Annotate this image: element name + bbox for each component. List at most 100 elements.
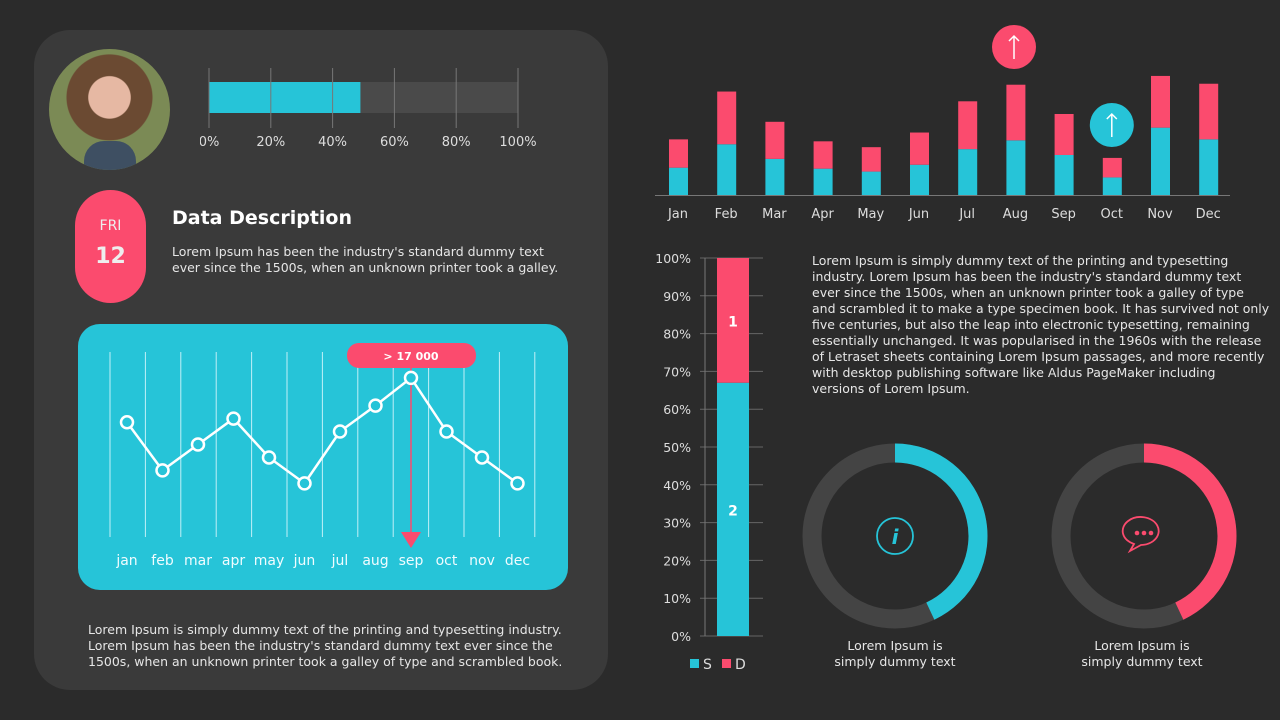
bar-segment [717, 144, 737, 195]
data-point [226, 411, 241, 426]
bar-segment [1199, 139, 1219, 195]
bar-segment [958, 101, 978, 150]
x-tick-label: Jul [958, 207, 975, 222]
progress-tick-label: 60% [380, 135, 409, 150]
caption-line: simply dummy text [834, 654, 956, 669]
progress-tick-label: 20% [256, 135, 285, 150]
data-point [190, 437, 206, 452]
info-icon [876, 517, 914, 555]
bar-segment [1054, 113, 1074, 155]
text-line: essentially unchanged. It was popularise… [812, 333, 1262, 348]
description-title: Data Description [172, 207, 352, 229]
data-point [155, 463, 170, 478]
chat-dot [1148, 530, 1154, 536]
chat-dot [1141, 530, 1147, 536]
text-line: 1500s, when an unknown printer took a ga… [88, 654, 563, 669]
chat-dot [1134, 530, 1140, 536]
progress-fill [209, 82, 361, 113]
info-icon-glyph: i [892, 525, 900, 549]
data-point [332, 424, 348, 439]
y-tick-label: 60% [663, 402, 691, 417]
text-line: versions of Lorem Ipsum. [812, 381, 970, 396]
text-line: industry. Lorem Ipsum has been the indus… [812, 269, 1242, 284]
date-day: FRI [99, 218, 122, 234]
paragraph-text: Lorem Ipsum is simply dummy text of the … [812, 253, 1269, 397]
bottom-text: Lorem Ipsum is simply dummy text of the … [88, 622, 562, 670]
caption-line: Lorem Ipsum is [1094, 638, 1190, 653]
x-tick-label: sep [399, 553, 424, 569]
y-tick-label: 0% [671, 629, 691, 644]
bar-segment [1006, 140, 1026, 195]
text-line: Lorem Ipsum has been the industry's stan… [88, 638, 553, 653]
donut-arc [894, 443, 988, 620]
data-point [297, 476, 312, 491]
bar-segment [861, 171, 881, 195]
x-tick-label: Jan [667, 207, 688, 222]
bar-segment [910, 164, 929, 195]
progress-tick-label: 0% [200, 135, 219, 150]
bar-segment [717, 382, 749, 636]
text-line: ever since the 1500s, when an unknown pr… [812, 285, 1244, 300]
bar-segment [765, 158, 785, 195]
x-tick-label: Jun [908, 207, 929, 222]
x-tick-label: Nov [1147, 207, 1173, 222]
bar-segment [717, 258, 749, 383]
date-number: 12 [95, 244, 126, 269]
progress-tick-label: 40% [318, 135, 347, 150]
y-tick-label: 70% [663, 364, 691, 379]
progress-chart: 0% 20% 40% 60% 80% 100% [200, 68, 537, 150]
x-tick-label: Aug [1003, 207, 1028, 222]
x-tick-label: Mar [762, 207, 787, 222]
progress-tick-label: 80% [442, 135, 471, 150]
y-tick-label: 100% [655, 251, 691, 266]
x-tick-label: Apr [811, 207, 834, 222]
text-line: Lorem Ipsum has been the industry's stan… [172, 244, 544, 259]
text-line: ever since the 1500s, when an unknown pr… [172, 260, 559, 275]
progress-tick-label: 100% [499, 135, 536, 150]
arrow-up-icon [1008, 34, 1020, 59]
segment-label: 1 [728, 314, 738, 330]
annotation-label: > 17 000 [383, 350, 438, 363]
x-tick-label: Dec [1196, 207, 1221, 222]
x-tick-label: apr [222, 553, 245, 569]
data-point [261, 450, 277, 465]
y-tick-label: 30% [663, 516, 691, 531]
bar-segment [765, 121, 785, 159]
x-tick-label: Oct [1101, 207, 1123, 222]
legend-label: D [735, 657, 746, 673]
bar-segment [861, 147, 881, 172]
y-tick-label: 10% [663, 591, 691, 606]
annotation-arrow-icon [401, 532, 421, 548]
y-tick-label: 50% [663, 440, 691, 455]
caption-line: simply dummy text [1081, 654, 1203, 669]
text-line: Lorem Ipsum is simply dummy text of the … [812, 253, 1229, 268]
bar-segment [813, 168, 833, 195]
text-line: with desktop publishing software like Al… [812, 365, 1216, 380]
date-badge: FRI 12 [75, 190, 146, 303]
bar-segment [813, 141, 833, 169]
x-tick-label: aug [362, 553, 388, 569]
bar-segment [1006, 84, 1026, 141]
x-tick-label: jul [331, 553, 349, 569]
x-tick-label: may [254, 553, 285, 569]
text-line: five centuries, but also the leap into e… [812, 317, 1250, 332]
bar-segment [669, 167, 688, 195]
text-line: and scrambled it to make a type specimen… [812, 301, 1270, 316]
x-tick-label: jan [115, 553, 137, 569]
x-tick-label: jun [293, 553, 316, 569]
profile-photo [49, 49, 170, 170]
data-point [510, 476, 525, 491]
y-tick-label: 90% [663, 289, 691, 304]
bar-segment [910, 132, 929, 165]
x-tick-label: mar [184, 553, 212, 569]
x-tick-label: feb [151, 553, 174, 569]
x-tick-label: dec [505, 553, 530, 569]
data-point [119, 415, 135, 430]
bar-segment [1054, 154, 1074, 195]
bar-segment [1151, 127, 1170, 195]
bar-segment [717, 91, 737, 145]
donut-arc [1143, 443, 1237, 620]
data-point [439, 424, 454, 439]
x-tick-label: nov [469, 553, 495, 569]
x-tick-label: Feb [715, 207, 738, 222]
